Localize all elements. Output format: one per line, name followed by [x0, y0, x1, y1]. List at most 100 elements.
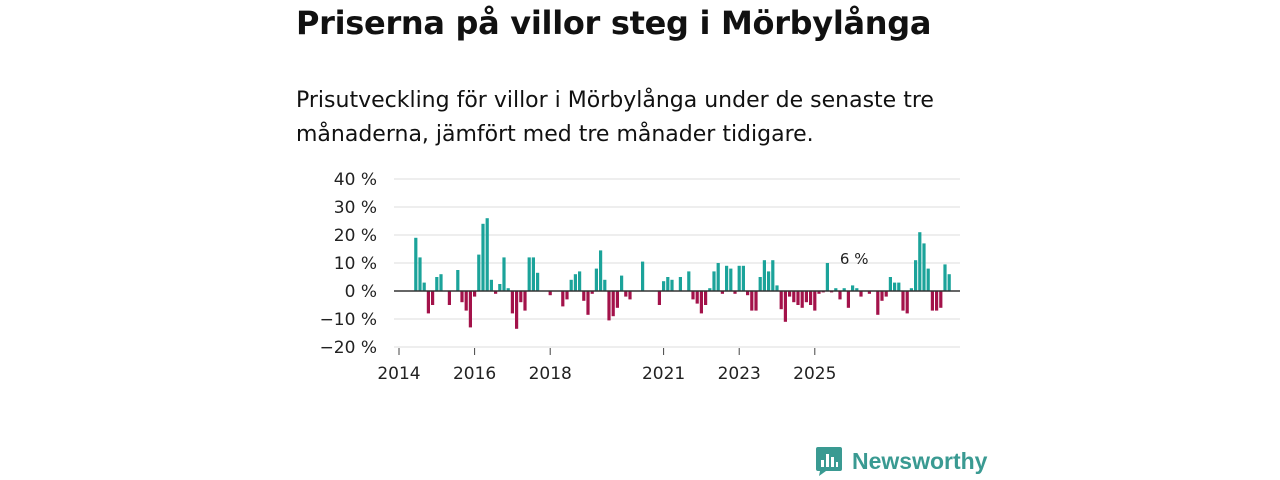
- bar: [527, 257, 531, 291]
- x-tick-label: 2016: [453, 364, 496, 384]
- bar: [947, 274, 951, 291]
- bar: [422, 282, 426, 291]
- bar: [439, 274, 443, 291]
- bar: [510, 291, 514, 314]
- y-tick-label: 0 %: [345, 282, 377, 302]
- bar: [687, 271, 691, 291]
- bar: [859, 291, 863, 297]
- annotation-label: 6 %: [840, 250, 869, 268]
- y-tick-label: 10 %: [334, 254, 377, 274]
- bar: [515, 291, 519, 329]
- bar: [720, 291, 724, 294]
- bar: [796, 291, 800, 305]
- bar: [901, 291, 905, 311]
- bar: [855, 288, 859, 291]
- bar: [699, 291, 703, 314]
- bar: [657, 291, 661, 305]
- bar: [817, 291, 821, 294]
- y-tick-label: 30 %: [334, 198, 377, 218]
- bar: [523, 291, 527, 311]
- bar: [569, 279, 573, 291]
- bar: [926, 268, 930, 291]
- bar: [771, 260, 775, 291]
- bar: [708, 288, 712, 291]
- bar: [834, 288, 838, 291]
- bar: [502, 257, 506, 291]
- bar: [914, 260, 918, 291]
- bar: [641, 261, 645, 291]
- bar: [783, 291, 787, 322]
- bar: [615, 291, 619, 308]
- bar: [888, 277, 892, 291]
- annotation: 6 %: [840, 250, 869, 268]
- bar: [754, 291, 758, 311]
- bar: [737, 265, 741, 291]
- bar: [536, 272, 540, 291]
- bar: [867, 291, 871, 294]
- y-tick-label: 20 %: [334, 226, 377, 246]
- bar: [750, 291, 754, 311]
- bar: [943, 264, 947, 291]
- x-tick-label: 2023: [718, 364, 761, 384]
- bar: [460, 291, 464, 303]
- bar: [435, 277, 439, 291]
- bar: [628, 291, 632, 300]
- bar: [695, 291, 699, 304]
- bar: [666, 277, 670, 291]
- bar: [838, 291, 842, 300]
- bar: [935, 291, 939, 311]
- bar: [519, 291, 523, 303]
- bar: [498, 284, 502, 291]
- bar: [851, 285, 855, 291]
- y-axis-labels: −20 % −10 % 0 % 10 % 20 % 30 % 40 %: [320, 170, 377, 358]
- bar: [599, 250, 603, 291]
- x-axis: 2014 2016 2018 2021 2023 2025: [377, 348, 836, 384]
- bar: [922, 243, 926, 291]
- bar: [767, 271, 771, 291]
- bar: [809, 291, 813, 305]
- bar: [846, 291, 850, 308]
- bar: [468, 291, 472, 328]
- x-tick-label: 2021: [642, 364, 685, 384]
- newsworthy-logo: Newsworthy: [814, 446, 987, 476]
- x-tick-label: 2014: [377, 364, 420, 384]
- bar: [414, 237, 418, 291]
- bar: [670, 279, 674, 291]
- bar: [905, 291, 909, 314]
- bar: [691, 291, 695, 300]
- bar: [909, 288, 913, 291]
- bar: [842, 288, 846, 291]
- bar: [590, 291, 594, 294]
- bar: [893, 282, 897, 291]
- bar-chart: −20 %−10 %0 %10 %20 %30 %40 % 2014 2016 20…: [320, 170, 960, 384]
- bar: [594, 268, 598, 291]
- bar: [800, 291, 804, 308]
- bar: [930, 291, 934, 311]
- bar: [456, 270, 460, 291]
- y-tick-label: 40 %: [334, 170, 377, 190]
- bar: [716, 263, 720, 291]
- bar: [804, 291, 808, 303]
- bar: [531, 257, 535, 291]
- bar: [884, 291, 888, 297]
- bar: [548, 291, 552, 296]
- bar: [607, 291, 611, 321]
- bar: [464, 291, 468, 311]
- bar: [813, 291, 817, 311]
- bar: [431, 291, 435, 305]
- bar: [792, 291, 796, 303]
- bar: [788, 291, 792, 297]
- bar: [725, 265, 729, 291]
- bar: [481, 223, 485, 291]
- bar: [662, 281, 666, 291]
- bar: [762, 260, 766, 291]
- y-tick-label: −10 %: [320, 310, 377, 330]
- x-tick-label: 2018: [529, 364, 572, 384]
- bar: [624, 291, 628, 297]
- bar: [620, 275, 624, 291]
- x-tick-label: 2025: [793, 364, 836, 384]
- bar: [473, 291, 477, 297]
- bar: [506, 288, 510, 291]
- bar: [586, 291, 590, 315]
- bar: [733, 291, 737, 294]
